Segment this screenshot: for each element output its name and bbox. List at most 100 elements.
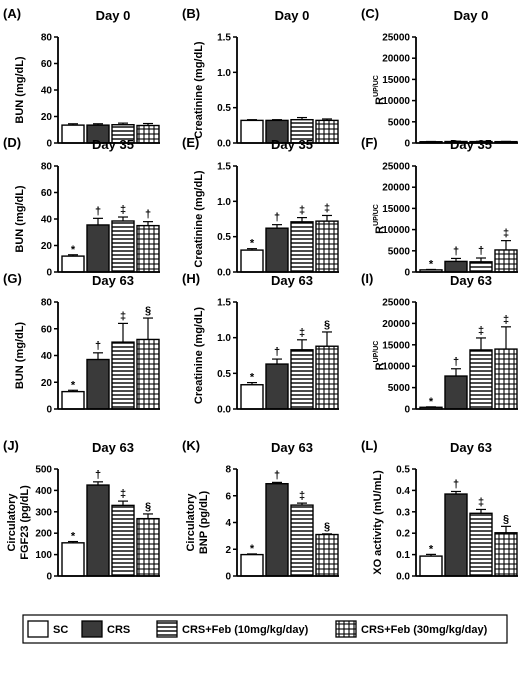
bar <box>315 220 339 273</box>
chart-title: Day 63 <box>271 440 313 455</box>
y-tick-label: 0.0 <box>217 405 231 416</box>
bar <box>469 349 493 410</box>
bar <box>444 375 468 410</box>
significance-mark: * <box>429 258 434 270</box>
bar <box>136 224 160 273</box>
y-tick-label: 1.5 <box>217 298 231 309</box>
panel-label: (H) <box>182 271 200 286</box>
legend-swatch <box>156 620 178 638</box>
bar <box>61 124 85 144</box>
bar <box>444 260 468 273</box>
significance-mark: § <box>145 501 151 513</box>
chart-title: Day 35 <box>92 137 134 152</box>
bar <box>469 512 493 577</box>
bar <box>61 390 85 410</box>
significance-mark: † <box>95 469 101 481</box>
y-tick-label: 20000 <box>382 183 410 194</box>
bar <box>136 338 160 410</box>
y-tick-label: 500 <box>35 465 52 476</box>
chart-panel: (I) Day 63 RUP/UC 0 5000 10000 15000 20000 25000… <box>361 271 518 416</box>
bar <box>240 249 264 273</box>
y-tick-label: 0 <box>46 139 52 150</box>
bar <box>265 483 289 577</box>
y-tick-label: 80 <box>41 162 53 173</box>
y-tick-label: 300 <box>35 507 52 518</box>
bar <box>61 542 85 577</box>
y-axis-label: Circulatory <box>6 493 18 552</box>
legend-box <box>22 614 508 644</box>
significance-mark: † <box>274 469 280 481</box>
significance-mark: * <box>71 531 76 543</box>
y-tick-label: 20 <box>41 112 53 123</box>
y-tick-label: 0.0 <box>396 572 410 583</box>
y-tick-label: 0 <box>404 139 410 150</box>
chart-panel: (G) Day 63 BUN (mg/dL) 0 20 40 60 80 * † ‡ § <box>3 271 160 416</box>
panel-label: (E) <box>182 135 199 150</box>
y-tick-label: 100 <box>35 550 52 561</box>
significance-mark: ‡ <box>120 310 126 322</box>
panel-label: (K) <box>182 438 200 453</box>
legend-label: CRS+Feb (30mg/kg/day) <box>361 624 488 636</box>
chart-title: Day 0 <box>454 8 489 23</box>
y-tick-label: 5000 <box>388 246 411 257</box>
y-tick-label: 40 <box>41 215 53 226</box>
y-tick-label: 1.5 <box>217 162 231 173</box>
y-tick-label: 0.2 <box>396 529 410 540</box>
y-tick-label: 0.5 <box>217 232 231 243</box>
significance-mark: † <box>478 245 484 257</box>
y-tick-label: 400 <box>35 486 52 497</box>
significance-mark: * <box>250 543 255 555</box>
y-tick-label: 0.5 <box>217 369 231 380</box>
panel-label: (J) <box>3 438 19 453</box>
panel-label: (B) <box>182 6 200 21</box>
y-tick-label: 1.0 <box>217 333 231 344</box>
significance-mark: ‡ <box>120 488 126 500</box>
significance-mark: ‡ <box>503 228 509 240</box>
bar <box>494 348 518 410</box>
y-axis-label: FGF23 (pg/dL) <box>19 485 31 560</box>
significance-mark: * <box>71 379 76 391</box>
chart-title: Day 0 <box>275 8 310 23</box>
bar <box>265 227 289 273</box>
y-tick-label: 0 <box>404 268 410 279</box>
bar <box>136 517 160 577</box>
y-axis-label: BNP (pg/dL) <box>198 490 210 554</box>
panel-label: (F) <box>361 135 378 150</box>
significance-mark: † <box>95 340 101 352</box>
legend-swatch <box>335 620 357 638</box>
y-tick-label: 80 <box>41 298 53 309</box>
y-tick-label: 0 <box>46 268 52 279</box>
significance-mark: † <box>274 346 280 358</box>
bar <box>494 249 518 273</box>
chart-panel: (L) Day 63 XO activity (mU/mL) 0.0 0.1 0.2 0.3… <box>361 438 518 583</box>
panel-label: (C) <box>361 6 379 21</box>
y-axis-label: RUP/UC <box>373 341 386 371</box>
significance-mark: § <box>324 319 330 331</box>
significance-mark: ‡ <box>324 202 330 214</box>
y-tick-label: 8 <box>225 465 231 476</box>
y-tick-label: 20 <box>41 378 53 389</box>
chart-panel: (H) Day 63 Creatinine (mg/dL) 0.0 0.5 1.0 1.5 *… <box>182 271 339 416</box>
y-axis-label: Creatinine (mg/dL) <box>193 41 205 139</box>
y-tick-label: 25000 <box>382 33 410 44</box>
bar <box>444 493 468 577</box>
legend-label: CRS <box>107 624 130 636</box>
bar <box>240 384 264 410</box>
y-axis-label: BUN (mg/dL) <box>14 185 26 253</box>
bar <box>111 504 135 577</box>
y-tick-label: 60 <box>41 188 53 199</box>
significance-mark: ‡ <box>478 496 484 508</box>
chart-title: Day 63 <box>450 440 492 455</box>
significance-mark: * <box>429 543 434 555</box>
y-tick-label: 15000 <box>382 75 410 86</box>
legend-swatch <box>81 620 103 638</box>
y-tick-label: 80 <box>41 33 53 44</box>
significance-mark: † <box>453 245 459 257</box>
y-tick-label: 0 <box>404 405 410 416</box>
chart-panel: (C) Day 0 RUP/UC 0 5000 10000 15000 20000 25000 <box>361 6 518 150</box>
bar <box>61 255 85 273</box>
legend-swatch <box>27 620 49 638</box>
y-tick-label: 0.5 <box>396 465 410 476</box>
